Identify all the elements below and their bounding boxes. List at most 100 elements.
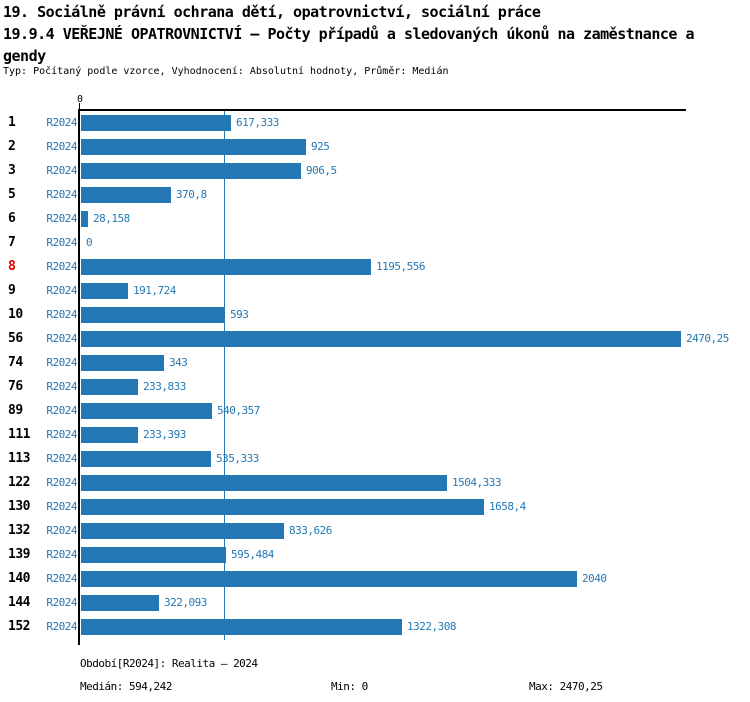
bar [81,283,128,299]
chart-row: 10 R2024 593 [0,307,750,323]
category-label: 7 [8,235,16,250]
value-label: 233,833 [143,380,186,393]
series-label: R2024 [46,260,77,273]
category-label: 3 [8,163,16,178]
chart-row: 76 R2024 233,833 [0,379,750,395]
median-line [224,111,225,640]
bar [81,475,447,491]
chart-row: 7 R2024 0 [0,235,750,251]
value-label: 28,158 [93,212,130,225]
chart-row: 6 R2024 28,158 [0,211,750,227]
chart-row: 139 R2024 595,484 [0,547,750,563]
footer-median-label: Medián: 594,242 [80,680,172,693]
category-label: 139 [8,547,30,562]
page-title: 19. Sociálně právní ochrana dětí, opatro… [3,3,541,21]
value-label: 0 [86,236,93,249]
footer-max-label: Max: 2470,25 [529,680,603,693]
series-label: R2024 [46,620,77,633]
footer-period-label: Období[R2024]: Realita – 2024 [80,657,258,670]
bar [81,427,138,443]
value-label: 233,393 [143,428,186,441]
series-label: R2024 [46,380,77,393]
series-label: R2024 [46,524,77,537]
series-label: R2024 [46,404,77,417]
chart-row: 130 R2024 1658,4 [0,499,750,515]
series-label: R2024 [46,572,77,585]
category-label: 89 [8,403,23,418]
value-label: 540,357 [217,404,260,417]
category-label: 1 [8,115,16,130]
chart-row: 152 R2024 1322,308 [0,619,750,635]
series-label: R2024 [46,452,77,465]
bar [81,259,371,275]
value-label: 617,333 [236,116,279,129]
value-label: 925 [311,140,330,153]
chart-title-line-2: gendy [3,47,46,65]
chart-row: 74 R2024 343 [0,355,750,371]
x-axis-zero-tick [79,103,80,109]
category-label: 9 [8,283,16,298]
category-label: 111 [8,427,30,442]
value-label: 191,724 [133,284,176,297]
bar [81,115,231,131]
bar [81,619,402,635]
value-label: 906,5 [306,164,337,177]
category-label: 5 [8,187,16,202]
value-label: 1504,333 [452,476,501,489]
category-label: 152 [8,619,30,634]
bar [81,595,159,611]
footer-min-label: Min: 0 [331,680,368,693]
bar [81,355,164,371]
bar [81,451,211,467]
chart-row: 5 R2024 370,8 [0,187,750,203]
x-axis-zero-tick-label: 0 [76,94,84,105]
bar [81,499,484,515]
category-label: 56 [8,331,23,346]
value-label: 343 [169,356,188,369]
chart-row: 8 R2024 1195,556 [0,259,750,275]
category-label: 113 [8,451,30,466]
series-label: R2024 [46,596,77,609]
series-label: R2024 [46,428,77,441]
chart-row: 1 R2024 617,333 [0,115,750,131]
bar [81,139,306,155]
series-label: R2024 [46,212,77,225]
value-label: 1195,556 [376,260,425,273]
category-label: 2 [8,139,16,154]
category-label: 8 [8,259,16,274]
series-label: R2024 [46,356,77,369]
category-label: 10 [8,307,23,322]
category-label: 6 [8,211,16,226]
value-label: 2040 [582,572,607,585]
category-label: 144 [8,595,30,610]
series-label: R2024 [46,188,77,201]
category-label: 76 [8,379,23,394]
category-label: 122 [8,475,30,490]
value-label: 370,8 [176,188,207,201]
chart-row: 111 R2024 233,393 [0,427,750,443]
series-label: R2024 [46,236,77,249]
chart-row: 89 R2024 540,357 [0,403,750,419]
series-label: R2024 [46,164,77,177]
chart-row: 56 R2024 2470,25 [0,331,750,347]
value-label: 322,093 [164,596,207,609]
y-axis-line [78,109,80,645]
series-label: R2024 [46,476,77,489]
category-label: 140 [8,571,30,586]
bar [81,379,138,395]
bar [81,211,88,227]
series-label: R2024 [46,332,77,345]
bar [81,523,284,539]
chart-row: 9 R2024 191,724 [0,283,750,299]
chart-row: 3 R2024 906,5 [0,163,750,179]
series-label: R2024 [46,500,77,513]
chart-row: 2 R2024 925 [0,139,750,155]
series-label: R2024 [46,284,77,297]
chart-row: 122 R2024 1504,333 [0,475,750,491]
bar [81,403,212,419]
chart-title-line-1: 19.9.4 VEŘEJNÉ OPATROVNICTVÍ – Počty pří… [3,25,695,43]
category-label: 132 [8,523,30,538]
value-label: 1658,4 [489,500,526,513]
chart-row: 132 R2024 833,626 [0,523,750,539]
